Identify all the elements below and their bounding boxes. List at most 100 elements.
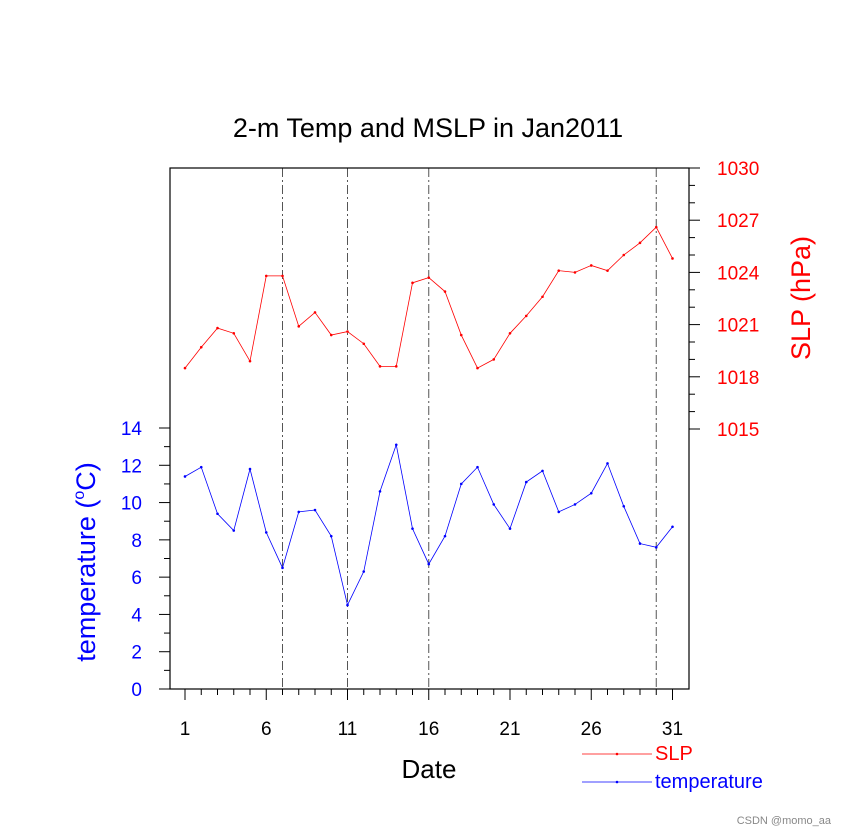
- right-tick-label: 1021: [717, 316, 759, 337]
- left-tick-label: 6: [131, 568, 142, 589]
- left-tick-label: 2: [131, 643, 142, 664]
- left-tick-label: 14: [121, 419, 143, 440]
- x-tick-label: 16: [418, 719, 439, 740]
- data-point-temperature: [508, 527, 512, 530]
- data-point-SLP: [557, 269, 561, 272]
- legend-slp-label: SLP: [655, 743, 693, 765]
- x-tick-label: 31: [662, 719, 683, 740]
- data-point-SLP: [183, 366, 187, 370]
- data-point-temperature: [346, 603, 349, 607]
- data-point-SLP: [476, 366, 479, 370]
- data-point-SLP: [443, 290, 447, 293]
- x-tick-label: 26: [581, 719, 602, 740]
- data-point-SLP: [297, 325, 301, 328]
- legend-slp-marker: [615, 752, 619, 756]
- right-tick-label: 1030: [717, 159, 759, 180]
- data-point-temperature: [557, 510, 561, 514]
- data-point-SLP: [654, 225, 658, 229]
- x-tick-label: 11: [338, 719, 358, 740]
- data-point-SLP: [313, 311, 317, 314]
- series-slp: [183, 225, 674, 370]
- data-point-SLP: [589, 264, 593, 267]
- data-point-temperature: [622, 505, 626, 508]
- data-point-SLP: [232, 332, 236, 335]
- data-point-SLP: [524, 314, 528, 318]
- data-point-temperature: [654, 546, 658, 549]
- vertical-reference-lines: [282, 168, 657, 689]
- data-point-temperature: [671, 525, 674, 529]
- data-point-temperature: [476, 465, 479, 469]
- data-point-temperature: [443, 534, 447, 538]
- x-tick-label: 21: [499, 719, 520, 740]
- data-point-temperature: [313, 508, 317, 512]
- data-point-SLP: [216, 326, 219, 330]
- data-point-SLP: [346, 330, 349, 333]
- data-point-temperature: [541, 469, 544, 473]
- data-point-SLP: [362, 342, 366, 346]
- watermark: CSDN @momo_aa: [736, 815, 831, 827]
- legend-temperature-marker: [615, 780, 619, 784]
- data-point-temperature: [427, 562, 431, 566]
- right-tick-label: 1018: [717, 368, 759, 389]
- right-axis: 1015 1018 1021 1024 1027 1030: [689, 159, 760, 441]
- left-tick-label: 8: [131, 531, 142, 552]
- left-tick-label: 0: [131, 680, 142, 701]
- right-tick-label: 1015: [717, 420, 759, 441]
- data-point-SLP: [671, 257, 674, 260]
- data-point-SLP: [281, 274, 284, 278]
- data-point-SLP: [394, 365, 398, 368]
- plot-frame: [169, 167, 690, 690]
- x-tick-label: 1: [180, 719, 191, 740]
- data-point-temperature: [264, 531, 268, 534]
- data-point-temperature: [589, 491, 593, 495]
- data-point-temperature: [281, 566, 284, 570]
- data-point-SLP: [329, 333, 333, 337]
- data-point-temperature: [232, 529, 236, 532]
- left-axis-label: temperature (oC): [71, 462, 101, 661]
- data-point-temperature: [216, 512, 219, 516]
- data-point-temperature: [362, 570, 366, 573]
- data-point-SLP: [264, 274, 268, 278]
- left-axis: 0 2 4 6 8 10 12 14: [121, 419, 170, 701]
- legend: SLP temperature: [582, 743, 763, 793]
- data-point-temperature: [459, 482, 463, 486]
- data-point-temperature: [411, 527, 414, 530]
- series-temperature: [183, 443, 674, 607]
- chart-title: 2-m Temp and MSLP in Jan2011: [233, 113, 623, 143]
- left-tick-label: 12: [121, 456, 142, 477]
- data-point-temperature: [524, 480, 528, 484]
- left-tick-label: 10: [121, 494, 142, 515]
- data-point-temperature: [183, 475, 187, 478]
- data-point-SLP: [378, 365, 382, 368]
- data-point-SLP: [427, 276, 431, 279]
- data-point-temperature: [297, 510, 301, 514]
- data-point-SLP: [492, 358, 496, 361]
- data-point-SLP: [622, 253, 626, 257]
- data-point-temperature: [199, 465, 203, 469]
- legend-temperature-label: temperature: [655, 771, 763, 793]
- data-point-temperature: [248, 467, 252, 471]
- x-axis: 1 6 11 16 21 26 31: [180, 689, 683, 740]
- x-axis-label: Date: [402, 754, 457, 784]
- right-tick-label: 1027: [717, 211, 759, 232]
- data-point-SLP: [541, 295, 544, 299]
- right-axis-label: SLP (hPa): [786, 236, 816, 360]
- data-point-SLP: [199, 345, 203, 349]
- data-point-SLP: [248, 359, 252, 363]
- x-tick-label: 6: [261, 719, 272, 740]
- left-tick-label: 4: [131, 605, 142, 626]
- data-point-temperature: [329, 534, 333, 538]
- data-point-SLP: [459, 333, 463, 337]
- data-point-SLP: [606, 269, 609, 272]
- data-point-temperature: [492, 503, 496, 506]
- right-tick-label: 1024: [717, 263, 760, 284]
- data-point-temperature: [394, 443, 398, 447]
- data-point-temperature: [573, 503, 577, 506]
- data-point-temperature: [638, 542, 642, 545]
- data-point-SLP: [573, 271, 577, 274]
- data-point-SLP: [638, 241, 642, 245]
- data-point-SLP: [508, 332, 512, 335]
- data-point-SLP: [411, 281, 414, 285]
- data-point-temperature: [378, 490, 382, 493]
